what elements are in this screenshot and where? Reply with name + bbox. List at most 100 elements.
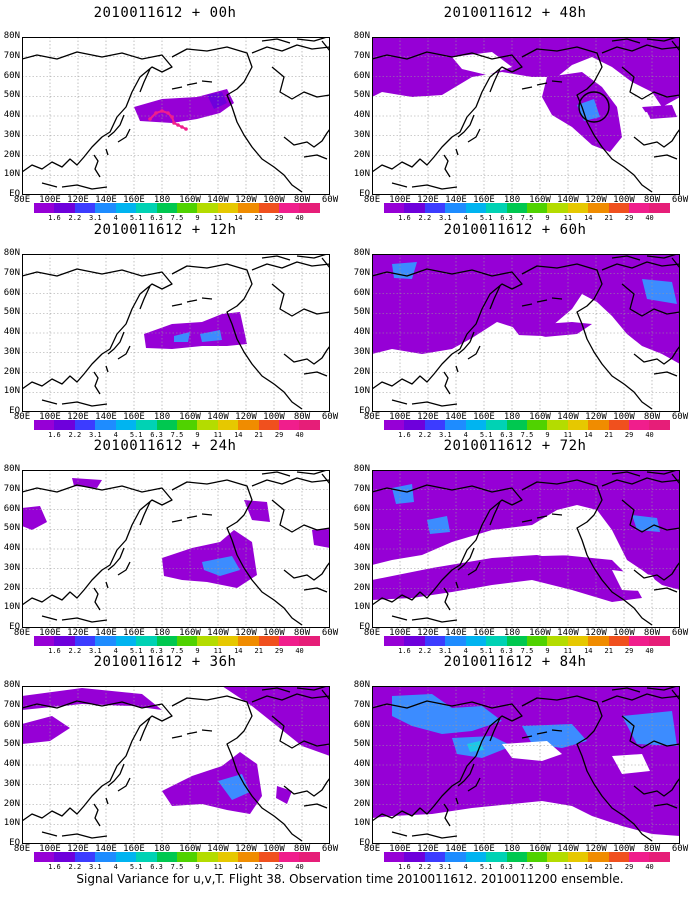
coastline — [41, 615, 108, 623]
colorbar-swatch — [176, 420, 198, 430]
coastline — [671, 473, 680, 485]
panel-title: 2010011612 + 36h — [93, 654, 237, 670]
colorbar-label: 40 — [645, 214, 654, 222]
longitude-label: 160W — [179, 412, 201, 422]
coastline — [283, 128, 330, 148]
colorbar-swatch — [197, 203, 218, 213]
colorbar-swatch — [34, 203, 55, 213]
longitude-label: 100W — [263, 844, 285, 854]
coastline — [467, 717, 501, 792]
longitude-label: 160W — [529, 844, 551, 854]
colorbar-label: 11 — [563, 214, 573, 222]
colorbar-label: 14 — [584, 431, 593, 439]
coastline — [303, 154, 328, 160]
longitude-label: 160W — [529, 628, 551, 638]
observation-point — [172, 121, 176, 125]
coastline — [107, 763, 125, 787]
colorbar-swatch — [258, 852, 280, 862]
coastline — [653, 371, 678, 377]
colorbar: 1.6 2.2 3.1 4 5.1 6.3 7.5 9 11 14 21 29 40 — [384, 420, 670, 440]
colorbar-label: 21 — [254, 647, 263, 655]
coastline — [283, 345, 330, 365]
colorbar-label: 2.2 — [68, 214, 82, 222]
coastline — [601, 477, 680, 533]
colorbar-label: 6.3 — [500, 214, 513, 222]
colorbar-label: 1.6 — [398, 431, 411, 439]
colorbar-swatch — [156, 852, 177, 862]
coastline — [611, 470, 678, 477]
longitude-label: 80W — [293, 412, 311, 422]
colorbar-swatch — [384, 420, 405, 430]
map-border — [372, 254, 680, 412]
colorbar-label: 4 — [463, 647, 468, 655]
coastline — [22, 268, 173, 390]
latitude-label: 10N — [353, 602, 370, 613]
longitude-label: 140W — [207, 844, 229, 854]
coastline — [321, 40, 330, 52]
longitude-label: 140W — [207, 628, 229, 638]
colorbar-label: 7.5 — [520, 214, 534, 222]
colorbar-swatch — [176, 636, 198, 646]
colorbar-swatch — [506, 852, 527, 862]
longitude-label: 120W — [235, 844, 257, 854]
longitude-label: 160W — [529, 412, 551, 422]
colorbar-label: 4 — [113, 431, 118, 439]
latitude-label: 40N — [3, 543, 20, 553]
colorbar-label: 4 — [113, 647, 118, 655]
longitude-label: 140W — [557, 195, 579, 205]
coastline — [321, 473, 330, 485]
map-border — [372, 686, 680, 844]
colorbar-swatch — [74, 852, 96, 862]
colorbar-label: 3.1 — [88, 214, 102, 222]
coastline — [443, 148, 459, 178]
colorbar-label: 7.5 — [520, 863, 534, 871]
coastline — [633, 777, 680, 797]
colorbar-swatch — [465, 636, 487, 646]
observation-point — [176, 123, 180, 127]
coastline — [171, 729, 213, 739]
longitude-label: 80E — [13, 628, 31, 638]
panel-title: 2010011612 + 00h — [93, 5, 237, 21]
colorbar-label: 3.1 — [88, 431, 102, 439]
longitude-label: 100E — [389, 844, 411, 854]
coastline — [671, 689, 680, 701]
longitude-label: 60W — [321, 628, 339, 638]
colorbar-label: 21 — [254, 863, 263, 871]
longitude-label: 100E — [39, 844, 61, 854]
colorbar-label: 29 — [274, 647, 284, 655]
coastline — [521, 513, 563, 523]
colorbar-swatch — [608, 203, 630, 213]
latitude-label: 30N — [3, 346, 20, 357]
longitude-label: 180 — [503, 412, 521, 422]
latitude-label: 50N — [353, 739, 370, 750]
map-canvas — [22, 37, 330, 195]
colorbar-swatch — [115, 852, 137, 862]
latitude-label: 70N — [3, 267, 20, 278]
colorbar-label: 14 — [584, 863, 593, 871]
colorbar-label: 1.6 — [48, 214, 61, 222]
latitude-label: 50N — [353, 307, 370, 318]
colorbar-label: 21 — [254, 214, 263, 222]
map-border — [372, 37, 680, 195]
latitude-label: 80N — [3, 680, 20, 690]
coastline — [261, 686, 328, 693]
colorbar-swatch — [506, 203, 527, 213]
colorbar-label: 5.1 — [479, 863, 493, 871]
longitude-label: 120E — [67, 628, 89, 638]
longitude-label: 60W — [671, 628, 689, 638]
colorbar-label: 40 — [645, 431, 654, 439]
coastline — [633, 128, 680, 148]
colorbar-swatch — [424, 636, 446, 646]
longitude-label: 160E — [123, 412, 145, 422]
colorbar-swatch — [526, 203, 548, 213]
colorbar-swatch — [54, 852, 75, 862]
colorbar-swatch — [238, 852, 259, 862]
colorbar-label: 1.6 — [398, 647, 411, 655]
latitude-label: 30N — [3, 562, 20, 573]
coastline — [41, 182, 108, 190]
longitude-label: 140W — [557, 628, 579, 638]
colorbar-swatch — [74, 203, 96, 213]
colorbar-swatch — [649, 420, 670, 430]
colorbar-swatch — [608, 636, 630, 646]
no-signal-region — [502, 741, 562, 761]
